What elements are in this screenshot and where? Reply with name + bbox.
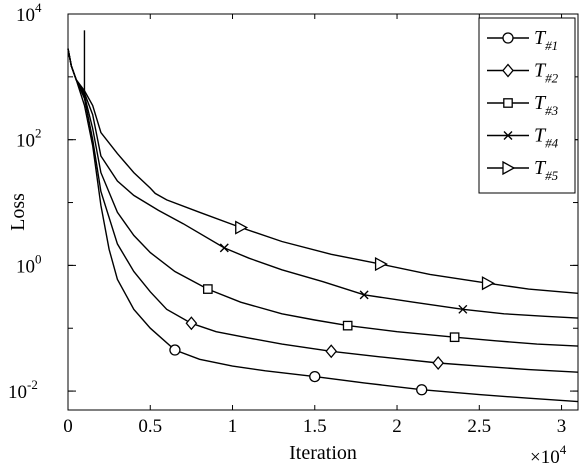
plot-lines-group (67, 30, 579, 403)
x-tick-label-7: 3 (557, 416, 567, 437)
series-4-marker-1 (219, 243, 229, 253)
x-axis-multiplier: ×104 (530, 442, 567, 466)
series-5-marker-2 (374, 256, 388, 272)
series-2-marker-3 (432, 355, 445, 370)
legend-label-3: T#3 (534, 92, 559, 118)
series-1-marker-2 (309, 370, 321, 383)
series-3-marker-2 (342, 320, 353, 331)
series-3-marker-1 (202, 284, 213, 294)
x-tick-label-6: 2.5 (467, 416, 491, 437)
x-tick-label-1: 0 (63, 416, 73, 437)
series-line-3 (67, 48, 579, 347)
series-line-1 (67, 48, 579, 403)
ticks-group: 0 0.5 1 1.5 2 2.5 3 10-2 100 102 104 (8, 0, 578, 437)
legend-marker-2 (502, 63, 514, 78)
y-tick-label-4: 104 (16, 0, 42, 26)
x-axis-multiplier-exponent: 4 (560, 442, 567, 457)
series-4-marker-2 (359, 290, 369, 300)
legend-label-4: T#4 (534, 125, 559, 151)
series-1-marker-3 (416, 384, 428, 396)
y-tick-label-1: 10-2 (8, 377, 38, 403)
legend-marker-3 (503, 98, 513, 108)
x-axis-title: Iteration (289, 442, 357, 464)
legend-marker-1 (502, 32, 514, 44)
series-3-marker-3 (449, 332, 460, 343)
legend: T#1 T#2 T#3 T#4 T#5 (478, 17, 576, 194)
plot-markers-group (169, 220, 495, 396)
y-axis-title: Loss (7, 193, 29, 231)
y-tick-label-3: 102 (16, 126, 42, 152)
series-5-marker-3 (481, 276, 495, 291)
series-line-2 (67, 48, 579, 373)
series-line-4 (67, 48, 579, 319)
series-2-marker-2 (325, 344, 338, 359)
axes-box (67, 13, 579, 411)
legend-label-2: T#2 (534, 60, 559, 86)
x-tick-label-3: 1 (228, 416, 238, 437)
y-tick-label-2: 100 (16, 251, 42, 277)
legend-label-5: T#5 (534, 157, 559, 183)
series-2-marker-1 (185, 316, 198, 331)
legend-marker-5 (502, 160, 516, 176)
x-tick-label-2: 0.5 (138, 416, 162, 437)
x-tick-label-5: 2 (392, 416, 402, 437)
x-tick-label-4: 1.5 (303, 416, 327, 437)
series-4-marker-3 (458, 304, 468, 314)
series-5-marker-1 (235, 220, 249, 235)
x-axis-multiplier-base: ×10 (530, 447, 560, 466)
series-1-marker-1 (169, 344, 181, 356)
legend-box (478, 17, 576, 194)
legend-marker-4 (503, 131, 513, 140)
legend-label-1: T#1 (534, 27, 558, 53)
series-line-5 (67, 48, 579, 294)
